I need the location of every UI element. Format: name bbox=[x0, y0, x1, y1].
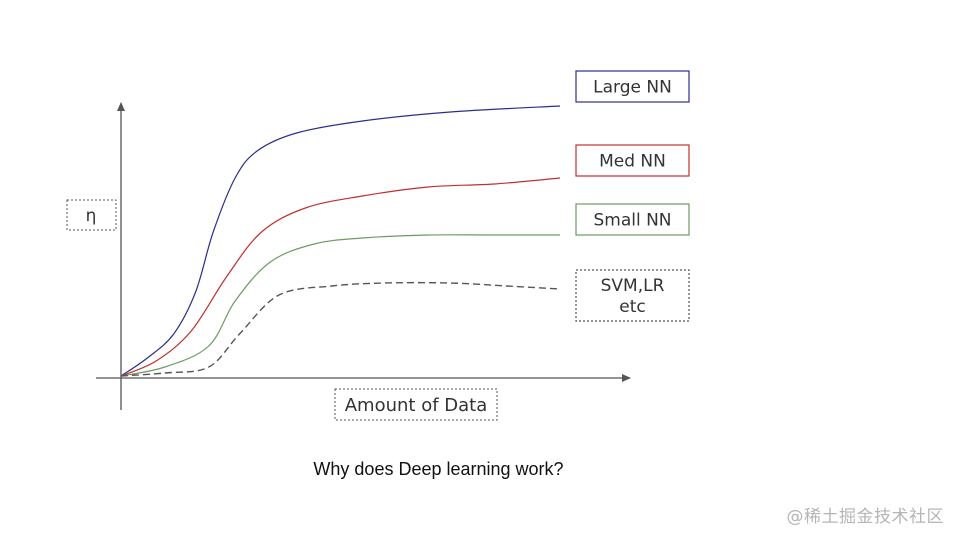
series-layer bbox=[120, 105, 561, 377]
legend-label: SVM,LR etc bbox=[601, 276, 665, 317]
watermark: @稀土掘金技术社区 bbox=[786, 507, 944, 527]
xlabel: Amount of Data bbox=[345, 395, 488, 416]
legend-box bbox=[575, 269, 690, 322]
legend-label: Med NN bbox=[599, 152, 666, 172]
series-line-large-nn bbox=[120, 105, 561, 377]
legend-item-med-nn: Med NN bbox=[575, 144, 690, 177]
legend-label: Small NN bbox=[593, 211, 671, 231]
legend-box bbox=[575, 70, 690, 103]
caption: Why does Deep learning work? bbox=[313, 459, 564, 479]
legend-item-large-nn: Large NN bbox=[575, 70, 690, 103]
legend: Large NN Med NN Small NN SVM,LR etc bbox=[575, 70, 690, 322]
ylabel: η bbox=[86, 206, 97, 226]
legend-item-svm-lr-etc: SVM,LR etc bbox=[575, 269, 690, 322]
legend-label: Large NN bbox=[593, 78, 672, 98]
legend-box bbox=[575, 203, 690, 236]
series-line-med-nn bbox=[120, 177, 561, 377]
legend-box bbox=[575, 144, 690, 177]
series-line-small-nn bbox=[120, 234, 560, 377]
legend-item-small-nn: Small NN bbox=[575, 203, 690, 236]
xlabel-box: Amount of Data bbox=[334, 388, 498, 421]
series-line-svm-lr-etc bbox=[120, 281, 561, 377]
ylabel-box: η bbox=[66, 199, 117, 231]
